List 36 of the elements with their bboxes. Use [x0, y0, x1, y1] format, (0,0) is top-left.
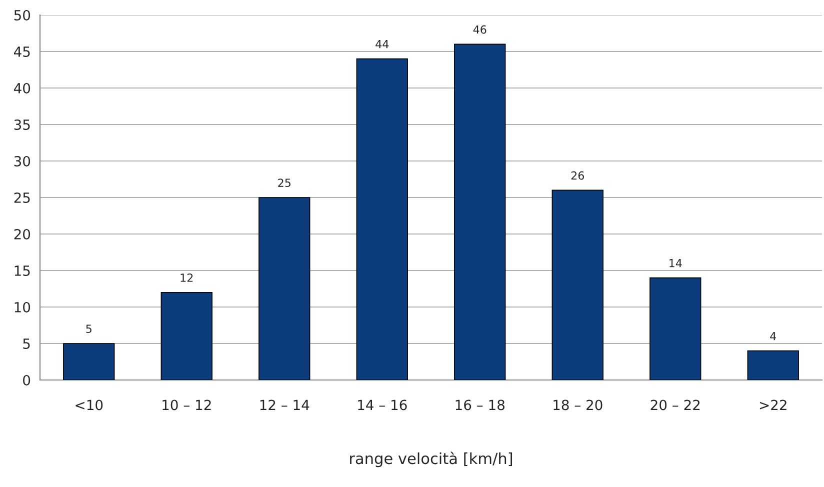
x-tick-label: 20 – 22 — [650, 400, 700, 410]
x-tick-label: <10 — [76, 400, 103, 410]
y-tick-label: 20 — [14, 228, 30, 240]
data-label: 26 — [571, 171, 584, 180]
x-tick-label: >22 — [760, 400, 786, 410]
y-tick-label: 50 — [14, 10, 30, 20]
bar — [160, 292, 212, 380]
data-label: 12 — [180, 274, 193, 282]
y-tick-label: 35 — [14, 119, 30, 130]
x-tick-label: 18 – 20 — [554, 400, 602, 410]
bar — [63, 343, 115, 380]
data-label: 25 — [278, 178, 290, 188]
data-label: 5 — [86, 324, 92, 334]
x-tick-label: 10 – 12 — [162, 400, 211, 410]
bar — [356, 58, 408, 380]
bar — [258, 197, 310, 380]
y-tick-label: 45 — [14, 46, 30, 57]
x-tick-label: 12 – 14 — [260, 400, 310, 410]
y-tick-label: 10 — [14, 302, 30, 312]
bar — [552, 190, 604, 380]
y-tick-label: 25 — [14, 192, 30, 203]
y-tick-label: 15 — [14, 266, 30, 276]
data-label: 4 — [770, 332, 776, 340]
bar — [650, 277, 702, 380]
data-label: 14 — [670, 259, 682, 268]
y-tick-label: 30 — [14, 156, 30, 166]
x-axis-title: range velocità [km/h] — [350, 452, 512, 468]
bar — [747, 350, 799, 380]
x-tick-label: 14 – 16 — [358, 400, 407, 410]
bar — [454, 44, 506, 380]
y-tick-label: 5 — [23, 338, 30, 349]
data-label: 44 — [376, 40, 389, 48]
x-tick-label: 16 – 18 — [456, 400, 504, 410]
y-tick-label: 40 — [14, 82, 30, 94]
y-tick-label: 0 — [23, 374, 30, 386]
data-label: 46 — [473, 25, 486, 34]
